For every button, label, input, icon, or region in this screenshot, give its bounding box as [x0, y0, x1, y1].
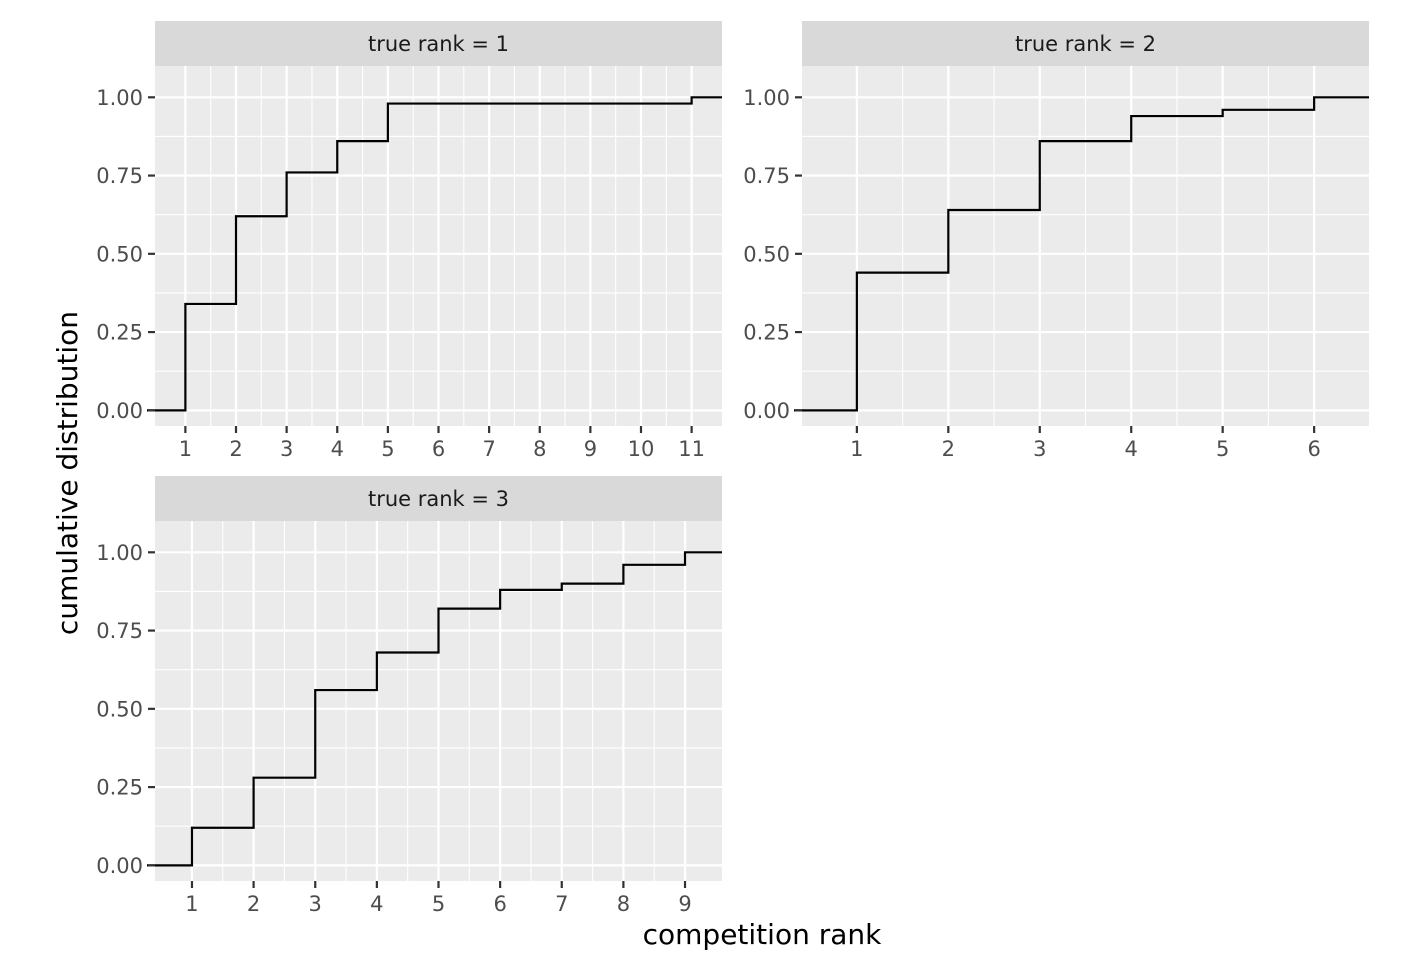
x-axis-title: competition rank: [643, 918, 883, 951]
x-tick-label: 6: [432, 437, 445, 461]
x-tick-label: 4: [1125, 437, 1138, 461]
y-tick-label: 0.50: [96, 697, 143, 721]
x-tick-label: 6: [493, 892, 506, 916]
x-tick-label: 4: [331, 437, 344, 461]
y-tick-label: 0.25: [743, 321, 790, 345]
y-tick-label: 0.75: [96, 619, 143, 643]
x-tick-label: 7: [482, 437, 495, 461]
x-tick-label: 2: [229, 437, 242, 461]
x-tick-label: 5: [381, 437, 394, 461]
ecdf-step-line: [147, 96, 722, 412]
facet-panel: true rank = 1 0.00 0.25 0.50 0.75 1.00 1 2 3 4 5 6 7…: [96, 21, 722, 461]
x-tick-label: 1: [179, 437, 192, 461]
y-tick-label: 0.50: [96, 242, 143, 266]
facet-strip: [155, 476, 722, 521]
x-tick-label: 3: [309, 892, 322, 916]
ecdf-step-line: [147, 551, 722, 867]
x-tick-label: 8: [533, 437, 546, 461]
x-tick-label: 9: [584, 437, 597, 461]
y-tick-label: 1.00: [743, 86, 790, 110]
x-tick-label: 1: [850, 437, 863, 461]
y-axis-title: cumulative distribution: [51, 311, 84, 635]
x-tick-label: 5: [432, 892, 445, 916]
y-tick-label: 1.00: [96, 541, 143, 565]
facet-panel: true rank = 2 0.00 0.25 0.50 0.75 1.00 1 2 3 4 5 6: [743, 21, 1369, 461]
y-tick-label: 0.50: [743, 242, 790, 266]
y-tick-label: 1.00: [96, 86, 143, 110]
x-tick-label: 8: [617, 892, 630, 916]
y-tick-label: 0.75: [96, 164, 143, 188]
x-tick-label: 11: [678, 437, 705, 461]
x-tick-label: 3: [1033, 437, 1046, 461]
x-tick-label: 3: [280, 437, 293, 461]
x-tick-label: 6: [1307, 437, 1320, 461]
facet-strip-label: true rank = 3: [368, 487, 509, 511]
x-tick-label: 1: [185, 892, 198, 916]
x-tick-label: 2: [942, 437, 955, 461]
facet-panel: true rank = 3 0.00 0.25 0.50 0.75 1.00 1 2 3 4 5 6 7…: [96, 476, 722, 916]
x-tick-label: 7: [555, 892, 568, 916]
x-tick-label: 5: [1216, 437, 1229, 461]
x-tick-label: 9: [678, 892, 691, 916]
y-tick-label: 0.00: [743, 399, 790, 423]
y-tick-label: 0.75: [743, 164, 790, 188]
ecdf-step-line: [794, 96, 1369, 412]
facet-strip-label: true rank = 2: [1015, 32, 1156, 56]
chart-panels: true rank = 1 0.00 0.25 0.50 0.75 1.00 1 2 3 4 5 6 7…: [96, 21, 1369, 916]
x-tick-label: 2: [247, 892, 260, 916]
y-tick-label: 0.00: [96, 399, 143, 423]
y-tick-label: 0.00: [96, 854, 143, 878]
facet-strip: [155, 21, 722, 66]
x-tick-label: 4: [370, 892, 383, 916]
facet-strip-label: true rank = 1: [368, 32, 509, 56]
facet-strip: [802, 21, 1369, 66]
x-tick-label: 10: [628, 437, 655, 461]
y-tick-label: 0.25: [96, 776, 143, 800]
y-tick-label: 0.25: [96, 321, 143, 345]
